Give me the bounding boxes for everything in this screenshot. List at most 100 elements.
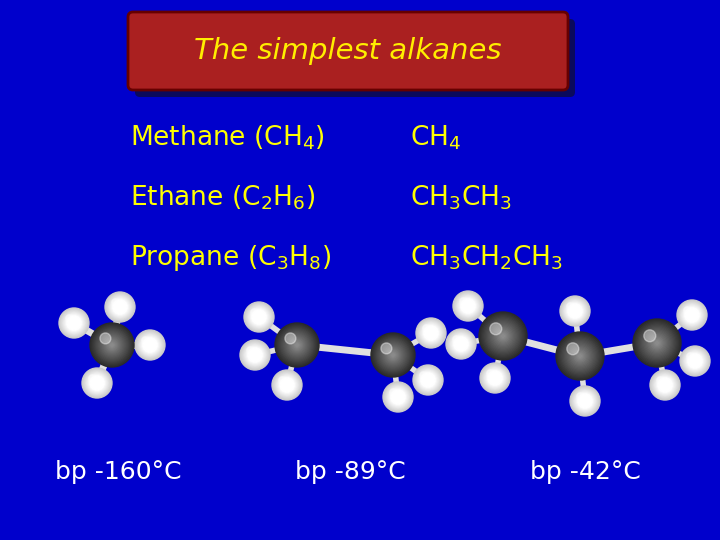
- Circle shape: [371, 333, 415, 377]
- Circle shape: [679, 302, 705, 328]
- Circle shape: [147, 342, 153, 348]
- Circle shape: [119, 306, 122, 308]
- Circle shape: [250, 350, 260, 360]
- Circle shape: [73, 321, 76, 325]
- Text: Propane (C$_3$H$_8$): Propane (C$_3$H$_8$): [130, 243, 331, 273]
- Circle shape: [287, 335, 307, 355]
- Circle shape: [94, 379, 101, 387]
- Circle shape: [574, 309, 577, 313]
- Circle shape: [488, 372, 502, 384]
- Circle shape: [279, 327, 315, 362]
- Circle shape: [416, 368, 440, 392]
- Circle shape: [426, 378, 431, 382]
- Circle shape: [66, 315, 81, 330]
- Circle shape: [484, 367, 506, 389]
- Circle shape: [94, 326, 131, 364]
- Circle shape: [453, 336, 460, 343]
- Circle shape: [383, 382, 413, 412]
- Circle shape: [420, 322, 441, 343]
- Circle shape: [392, 391, 404, 403]
- Circle shape: [85, 371, 109, 395]
- Circle shape: [108, 295, 132, 319]
- Circle shape: [575, 390, 595, 411]
- Circle shape: [296, 344, 298, 346]
- Circle shape: [107, 294, 132, 320]
- Circle shape: [497, 330, 509, 342]
- Circle shape: [651, 337, 663, 349]
- Circle shape: [575, 392, 595, 411]
- Circle shape: [253, 354, 256, 356]
- Circle shape: [686, 352, 704, 370]
- Circle shape: [418, 320, 444, 347]
- Circle shape: [693, 359, 697, 363]
- Circle shape: [561, 297, 589, 325]
- Circle shape: [287, 384, 288, 386]
- Circle shape: [420, 322, 442, 345]
- Circle shape: [284, 332, 310, 358]
- Circle shape: [454, 336, 469, 352]
- Circle shape: [390, 352, 396, 359]
- Circle shape: [392, 392, 403, 402]
- Circle shape: [248, 306, 270, 328]
- Circle shape: [657, 377, 665, 384]
- Circle shape: [115, 302, 125, 312]
- Circle shape: [387, 387, 408, 408]
- Circle shape: [383, 345, 403, 365]
- Circle shape: [426, 328, 436, 338]
- Circle shape: [457, 295, 479, 316]
- Circle shape: [482, 314, 525, 357]
- Circle shape: [460, 298, 476, 314]
- Circle shape: [574, 390, 596, 412]
- Circle shape: [250, 308, 268, 326]
- Circle shape: [688, 354, 703, 368]
- Circle shape: [284, 382, 290, 388]
- Circle shape: [460, 343, 462, 345]
- Circle shape: [453, 336, 469, 352]
- Circle shape: [575, 351, 585, 361]
- Circle shape: [454, 292, 482, 320]
- Circle shape: [685, 350, 706, 372]
- Circle shape: [688, 354, 702, 368]
- Circle shape: [561, 337, 599, 375]
- Circle shape: [573, 389, 597, 413]
- Circle shape: [391, 390, 405, 404]
- Circle shape: [386, 385, 410, 409]
- Circle shape: [413, 365, 443, 395]
- Circle shape: [103, 336, 121, 354]
- Circle shape: [283, 330, 311, 359]
- Circle shape: [372, 334, 414, 376]
- Circle shape: [645, 331, 669, 355]
- Circle shape: [286, 383, 289, 387]
- Circle shape: [490, 323, 502, 335]
- Circle shape: [387, 349, 398, 361]
- Circle shape: [584, 400, 586, 402]
- Circle shape: [251, 350, 259, 360]
- Circle shape: [68, 317, 80, 329]
- Circle shape: [449, 331, 474, 357]
- Circle shape: [112, 299, 120, 306]
- Circle shape: [484, 317, 522, 355]
- Circle shape: [138, 333, 162, 357]
- Circle shape: [430, 332, 433, 334]
- Circle shape: [248, 307, 269, 327]
- Circle shape: [253, 312, 264, 322]
- Circle shape: [562, 298, 588, 325]
- Circle shape: [490, 374, 500, 382]
- Circle shape: [251, 309, 266, 325]
- Circle shape: [382, 344, 404, 366]
- Text: bp -160°C: bp -160°C: [55, 460, 181, 484]
- Circle shape: [458, 341, 464, 347]
- Circle shape: [563, 299, 587, 323]
- Circle shape: [449, 332, 473, 356]
- Circle shape: [377, 340, 408, 370]
- Circle shape: [577, 353, 584, 360]
- Circle shape: [639, 325, 675, 361]
- Circle shape: [680, 303, 703, 326]
- Circle shape: [105, 339, 119, 352]
- Circle shape: [66, 315, 82, 331]
- Circle shape: [422, 374, 434, 386]
- Circle shape: [689, 312, 695, 318]
- Circle shape: [416, 318, 446, 348]
- Circle shape: [280, 378, 294, 392]
- Circle shape: [495, 328, 511, 345]
